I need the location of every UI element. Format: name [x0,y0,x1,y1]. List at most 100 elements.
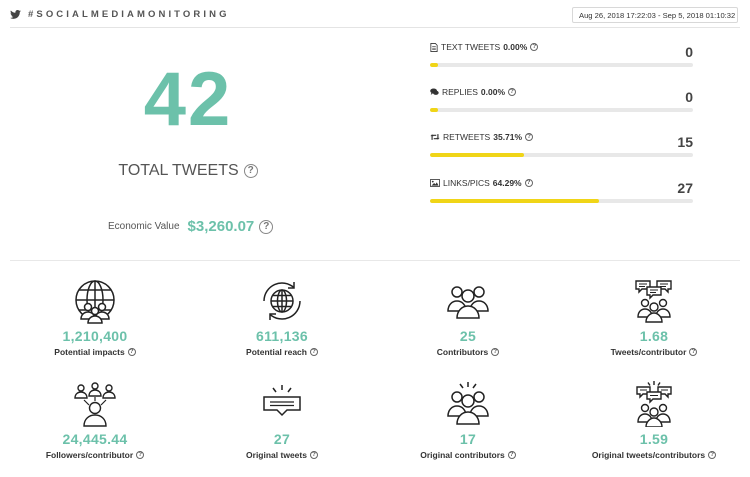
stat-value: 27 [677,180,693,196]
metric-label-text: Potential reach [246,347,307,357]
retweets-stat: RETWEETS 35.71% ? 15 [430,132,693,162]
progress-track [430,199,693,203]
progress-fill [430,108,438,112]
stat-percent: 0.00% [480,87,506,97]
text-tweets-stat: TEXT TWEETS 0.00% ? 0 [430,42,693,72]
metric-label-text: Potential impacts [54,347,125,357]
image-icon [430,179,440,187]
help-icon[interactable]: ? [708,451,717,459]
total-tweets-text: TOTAL TWEETS [118,162,239,179]
metric-label-text: Original contributors [420,450,505,460]
metric-followers-per-contributor: 24,445.44 Followers/contributor ? [5,380,185,460]
help-icon[interactable]: ? [127,348,136,356]
metric-original-tweets: 27 Original tweets ? [192,380,372,460]
help-icon[interactable]: ? [309,348,318,356]
stat-percent: 64.29% [492,178,522,188]
help-icon[interactable]: ? [530,43,539,51]
economic-value: $3,260.07 ? [188,218,274,235]
people-chat-icon [635,280,672,323]
metric-label-text: Original tweets/contributors [591,450,706,460]
metric-value: 611,136 [256,328,308,344]
metric-label: Potential reach ? [192,347,372,357]
stat-name: RETWEETS [443,132,491,142]
header: #SOCIALMEDIAMONITORING Aug 26, 2018 17:2… [0,0,750,30]
economic-value-label: Economic Value [108,221,180,232]
help-icon[interactable]: ? [689,348,698,356]
document-icon [430,42,438,52]
progress-fill [430,199,600,203]
date-range-text: Aug 26, 2018 17:22:03 - Sep 5, 2018 01:1… [579,10,736,20]
chat-icon [430,88,439,95]
section-divider [10,260,740,261]
metric-label-text: Tweets/contributor [610,347,687,357]
help-icon[interactable]: ? [508,88,517,96]
metric-value: 17 [459,431,477,447]
metric-tweets-per-contributor: 1.68 Tweets/contributor ? [564,277,744,357]
stat-label: TEXT TWEETS 0.00% ? [430,42,539,52]
metric-potential-reach: 611,136 Potential reach ? [192,277,372,357]
metric-label: Original contributors ? [378,450,558,460]
metric-value: 1.68 [639,328,669,344]
globe-refresh-icon [263,282,301,320]
people-network-icon [74,382,116,427]
stat-name: TEXT TWEETS [441,42,501,52]
metric-label: Tweets/contributor ? [564,347,744,357]
message-spark-icon [263,385,301,417]
header-divider [10,27,740,28]
metric-label-text: Contributors [436,347,489,357]
metric-label: Potential impacts ? [5,347,185,357]
progress-track [430,108,693,112]
progress-track [430,63,693,67]
date-range-picker[interactable]: Aug 26, 2018 17:22:03 - Sep 5, 2018 01:1… [572,7,738,23]
people-chat-spark-icon [636,381,672,427]
globe-people-icon [75,280,115,324]
page-title: #SOCIALMEDIAMONITORING [28,9,230,20]
metric-label: Original tweets ? [192,450,372,460]
economic-value-row: Economic Value $3,260.07 ? [108,218,274,235]
total-tweets-value: 42 [143,57,233,142]
metric-value: 27 [273,431,291,447]
help-icon[interactable]: ? [507,451,516,459]
stat-percent: 35.71% [493,132,523,142]
metric-value: 1,210,400 [62,328,128,344]
help-icon[interactable]: ? [491,348,500,356]
stat-label: REPLIES 0.00% ? [430,87,517,97]
stat-value: 0 [685,44,693,60]
metric-value: 25 [459,328,477,344]
metric-value: 1.59 [639,431,669,447]
metric-label: Contributors ? [378,347,558,357]
stat-value: 0 [685,89,693,105]
stat-value: 15 [677,134,693,150]
progress-fill [430,153,524,157]
economic-value-amount: $3,260.07 [187,218,255,235]
metric-label: Followers/contributor ? [5,450,185,460]
metric-contributors: 25 Contributors ? [378,277,558,357]
people-group-icon [447,286,489,319]
stat-name: REPLIES [442,87,478,97]
total-tweets-label: TOTAL TWEETS ? [110,162,266,180]
metric-original-contributors: 17 Original contributors ? [378,380,558,460]
help-icon[interactable]: ? [243,164,258,178]
metric-original-tweets-per-contributor: 1.59 Original tweets/contributors ? [564,380,744,460]
brand: #SOCIALMEDIAMONITORING [10,9,230,20]
metric-label-text: Followers/contributor [45,450,134,460]
progress-track [430,153,693,157]
help-icon[interactable]: ? [136,451,145,459]
help-icon[interactable]: ? [309,451,318,459]
retweet-icon [430,134,440,140]
replies-stat: REPLIES 0.00% ? 0 [430,87,693,117]
metric-potential-impacts: 1,210,400 Potential impacts ? [5,277,185,357]
metric-label-text: Original tweets [246,450,307,460]
stat-label: RETWEETS 35.71% ? [430,132,534,142]
help-icon[interactable]: ? [525,133,534,141]
links-pics-stat: LINKS/PICS 64.29% ? 27 [430,178,693,208]
stat-label: LINKS/PICS 64.29% ? [430,178,533,188]
metric-label: Original tweets/contributors ? [564,450,744,460]
people-spark-icon [447,382,489,425]
progress-fill [430,63,438,67]
twitter-icon [10,10,21,19]
stat-name: LINKS/PICS [443,178,490,188]
help-icon[interactable]: ? [259,219,274,234]
metric-value: 24,445.44 [62,431,128,447]
help-icon[interactable]: ? [524,179,533,187]
